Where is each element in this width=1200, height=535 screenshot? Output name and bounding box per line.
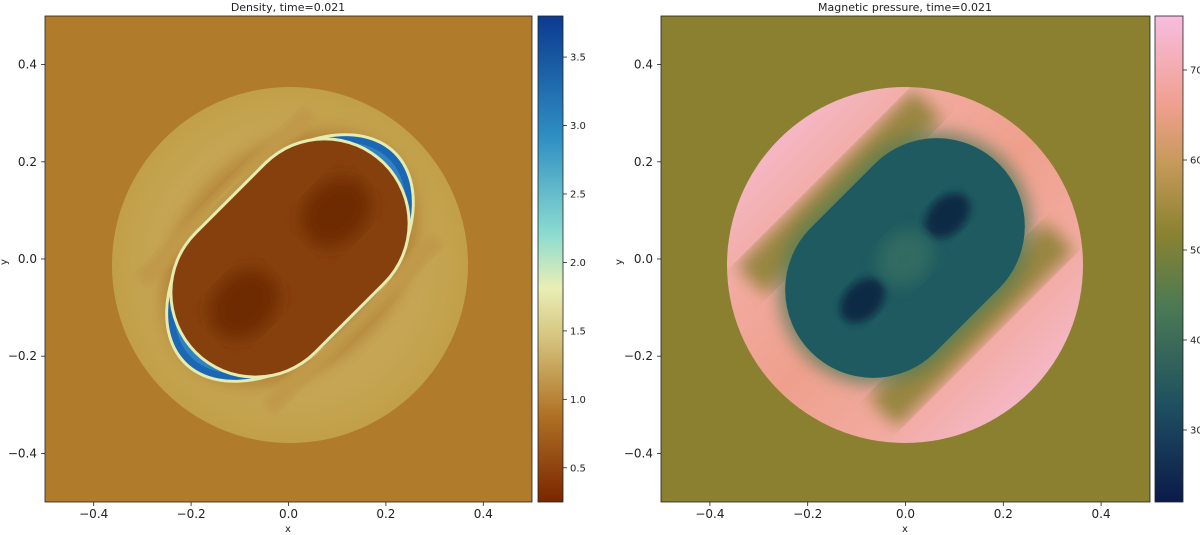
colorbar-tick-label: 1.5 (570, 326, 586, 337)
xtick-label: 0.0 (896, 507, 915, 521)
magnetic-colorbar (1154, 15, 1184, 503)
density-colorbar-ticks: 0.5 1.0 1.5 2.0 2.5 3.0 3.5 (563, 53, 586, 474)
xtick-label: 0.2 (994, 507, 1013, 521)
ytick-label: −0.4 (624, 446, 653, 460)
xtick-label: 0.0 (279, 507, 298, 521)
xtick-label: 0.4 (474, 507, 493, 521)
density-title: Density, time=0.021 (231, 1, 345, 14)
density-axes: −0.4 −0.2 0.0 0.2 0.4 0.4 0.2 0.0 −0.2 −0.4 (8, 58, 493, 521)
colorbar-tick-label: 3.0 (570, 121, 586, 132)
ytick-label: −0.4 (8, 446, 37, 460)
xtick-label: −0.4 (695, 507, 724, 521)
colorbar-tick-label: 3.5 (570, 53, 586, 64)
colorbar-tick-label: 60 (1190, 156, 1200, 167)
colorbar-tick-label: 2.0 (570, 258, 586, 269)
ytick-label: 0.4 (18, 58, 37, 72)
colorbar-tick-label: 0.5 (570, 463, 586, 474)
magnetic-ylabel: y (614, 259, 625, 265)
ytick-label: 0.2 (634, 155, 653, 169)
magnetic-colorbar-ticks: 30 40 50 60 70 (1183, 66, 1200, 437)
ytick-label: −0.2 (624, 349, 653, 363)
density-core-lobe-2 (301, 177, 371, 247)
colorbar-tick-label: 40 (1190, 336, 1200, 347)
magnetic-xlabel: x (902, 524, 908, 535)
density-side-bottom (261, 232, 445, 415)
xtick-label: 0.4 (1092, 507, 1111, 521)
magnetic-heatmap (661, 16, 1150, 502)
density-xlabel: x (285, 524, 291, 535)
xtick-label: −0.4 (79, 507, 108, 521)
magnetic-title: Magnetic pressure, time=0.021 (818, 1, 992, 14)
xtick-label: −0.2 (177, 507, 206, 521)
ytick-label: 0.2 (18, 155, 37, 169)
colorbar-tick-label: 50 (1190, 246, 1200, 257)
magnetic-pressure-panel: Magnetic pressure, time=0.021 −0.4 −0.2 0.… (614, 1, 1200, 535)
ytick-label: 0.0 (18, 252, 37, 266)
ytick-label: 0.4 (634, 58, 653, 72)
colorbar-tick-label: 1.0 (570, 395, 586, 406)
density-side-top (134, 105, 317, 288)
xtick-label: −0.2 (793, 507, 822, 521)
ytick-label: −0.2 (8, 349, 37, 363)
xtick-label: 0.2 (376, 507, 395, 521)
density-colorbar (537, 15, 564, 503)
density-core-lobe-1 (209, 269, 279, 339)
colorbar-tick-label: 70 (1190, 66, 1200, 77)
colorbar-tick-label: 2.5 (570, 189, 586, 200)
magnetic-core-dark-1 (840, 278, 885, 323)
density-heatmap (45, 16, 532, 502)
colorbar-tick-label: 30 (1190, 426, 1200, 437)
ytick-label: 0.0 (634, 252, 653, 266)
density-ylabel: y (0, 259, 10, 265)
magnetic-axes: −0.4 −0.2 0.0 0.2 0.4 0.4 0.2 0.0 −0.2 −0.4 (624, 58, 1111, 521)
density-panel: Density, time=0.021 (0, 1, 586, 535)
magnetic-core-dark-2 (925, 193, 970, 238)
magnetic-core-center (876, 229, 934, 287)
